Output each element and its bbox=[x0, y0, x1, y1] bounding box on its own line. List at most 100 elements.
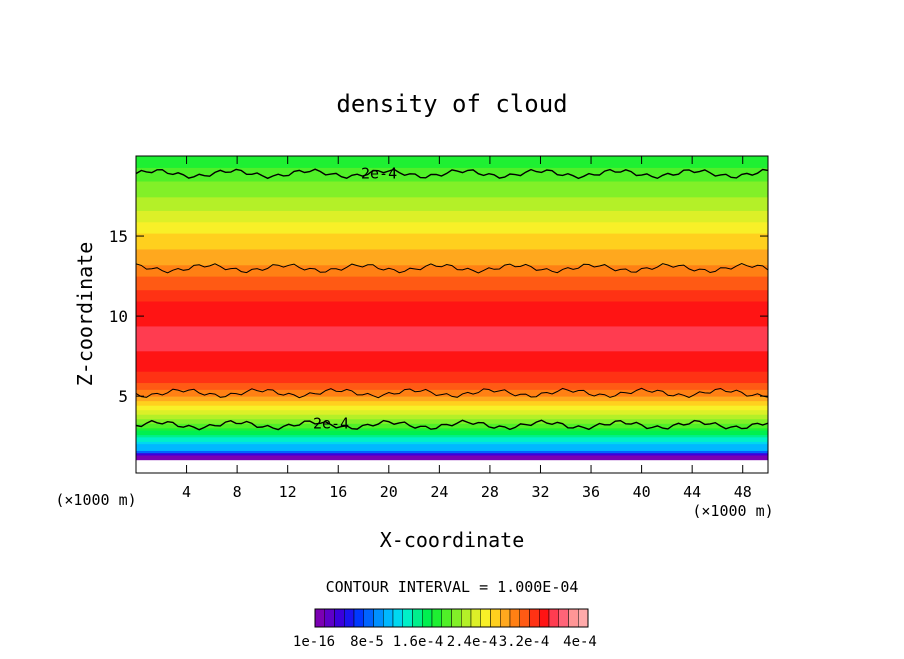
contour-lines bbox=[136, 168, 768, 431]
color-band bbox=[136, 230, 768, 234]
color-band bbox=[136, 189, 768, 193]
colorbar-swatch bbox=[500, 608, 511, 628]
contour-line bbox=[136, 387, 768, 399]
color-band bbox=[136, 156, 768, 159]
colorbar-swatch bbox=[548, 608, 559, 628]
y-tick-label: 5 bbox=[118, 387, 128, 406]
colorbar-tick-label: 8e-5 bbox=[350, 634, 384, 650]
color-band bbox=[136, 180, 768, 184]
colorbar-swatch bbox=[568, 608, 579, 628]
colorbar-swatch bbox=[529, 608, 540, 628]
colorbar-frame bbox=[314, 608, 589, 628]
color-band bbox=[136, 176, 768, 180]
colorbar-tick-label: 4e-4 bbox=[563, 634, 597, 650]
color-band bbox=[136, 429, 768, 433]
color-band bbox=[136, 266, 768, 270]
color-band bbox=[136, 205, 768, 209]
color-band bbox=[136, 262, 768, 266]
color-band bbox=[136, 212, 768, 216]
color-band bbox=[136, 219, 768, 223]
colorbar-swatch bbox=[519, 608, 530, 628]
colorbar-swatch bbox=[461, 608, 472, 628]
color-band bbox=[136, 384, 768, 388]
color-band bbox=[136, 348, 768, 352]
color-band bbox=[136, 242, 768, 245]
color-band bbox=[136, 346, 768, 350]
color-band bbox=[136, 296, 768, 300]
no-data-band bbox=[136, 460, 768, 473]
x-tick-label: 32 bbox=[531, 483, 549, 501]
color-band bbox=[136, 407, 768, 411]
color-band bbox=[136, 441, 768, 445]
y-axis: 5 10 15 bbox=[109, 227, 768, 406]
x-tick-label: 44 bbox=[683, 483, 701, 501]
color-band bbox=[136, 273, 768, 277]
color-band bbox=[136, 350, 768, 354]
color-band bbox=[136, 380, 768, 384]
contour-interval: CONTOUR INTERVAL = 1.000E-04 bbox=[326, 578, 579, 596]
x-unit-left: (×1000 m) bbox=[55, 491, 136, 509]
color-band bbox=[136, 196, 768, 200]
color-band bbox=[136, 287, 768, 291]
color-band bbox=[136, 169, 768, 173]
color-band bbox=[136, 418, 768, 422]
color-band bbox=[136, 448, 768, 451]
color-band bbox=[136, 282, 768, 286]
color-band bbox=[136, 323, 768, 327]
color-band bbox=[136, 386, 768, 390]
color-band bbox=[136, 432, 768, 436]
color-band bbox=[136, 246, 768, 250]
color-band bbox=[136, 303, 768, 307]
color-bands bbox=[136, 156, 768, 473]
color-band bbox=[136, 450, 768, 454]
colorbar-tick-label: 3.2e-4 bbox=[499, 634, 550, 650]
color-band bbox=[136, 276, 768, 279]
color-band bbox=[136, 332, 768, 336]
color-band bbox=[136, 414, 768, 417]
color-band bbox=[136, 221, 768, 225]
color-band bbox=[136, 248, 768, 252]
color-band bbox=[136, 192, 768, 196]
colorbar-swatch bbox=[509, 608, 520, 628]
color-band bbox=[136, 314, 768, 318]
colorbar-labels: 1e-16 8e-5 1.6e-4 2.4e-4 3.2e-4 4e-4 bbox=[293, 634, 597, 650]
x-tick-label: 28 bbox=[481, 483, 499, 501]
color-band bbox=[136, 391, 768, 395]
color-band bbox=[136, 187, 768, 191]
colorbar-swatch bbox=[470, 608, 481, 628]
color-band bbox=[136, 368, 768, 372]
colorbar-tick-label: 1e-16 bbox=[293, 634, 335, 650]
color-band bbox=[136, 434, 768, 438]
colorbar-swatch bbox=[441, 608, 452, 628]
color-band bbox=[136, 257, 768, 261]
color-band bbox=[136, 298, 768, 302]
color-band bbox=[136, 280, 768, 284]
colorbar-swatch bbox=[363, 608, 374, 628]
color-band bbox=[136, 436, 768, 440]
color-band bbox=[136, 389, 768, 393]
color-band bbox=[136, 158, 768, 162]
colorbar-swatch bbox=[431, 608, 442, 628]
contour-label: 2e-4 bbox=[361, 165, 397, 183]
color-band bbox=[136, 454, 768, 458]
plot-area bbox=[136, 156, 768, 473]
color-band bbox=[136, 210, 768, 214]
color-band bbox=[136, 260, 768, 264]
color-band bbox=[136, 217, 768, 220]
colorbar-swatch bbox=[539, 608, 550, 628]
colorbar-swatch bbox=[373, 608, 384, 628]
x-axis-label: X-coordinate bbox=[380, 528, 525, 552]
colorbar bbox=[314, 608, 589, 628]
chart-title: density of cloud bbox=[336, 90, 567, 118]
color-band bbox=[136, 371, 768, 374]
color-band bbox=[136, 305, 768, 309]
contour-labels: 2e-4 2e-4 bbox=[313, 165, 397, 433]
colorbar-tick-label: 1.6e-4 bbox=[393, 634, 444, 650]
x-tick-label: 4 bbox=[182, 483, 191, 501]
colorbar-swatch bbox=[412, 608, 423, 628]
color-band bbox=[136, 420, 768, 424]
colorbar-swatch bbox=[402, 608, 413, 628]
x-tick-label: 48 bbox=[734, 483, 752, 501]
colorbar-swatch bbox=[392, 608, 403, 628]
